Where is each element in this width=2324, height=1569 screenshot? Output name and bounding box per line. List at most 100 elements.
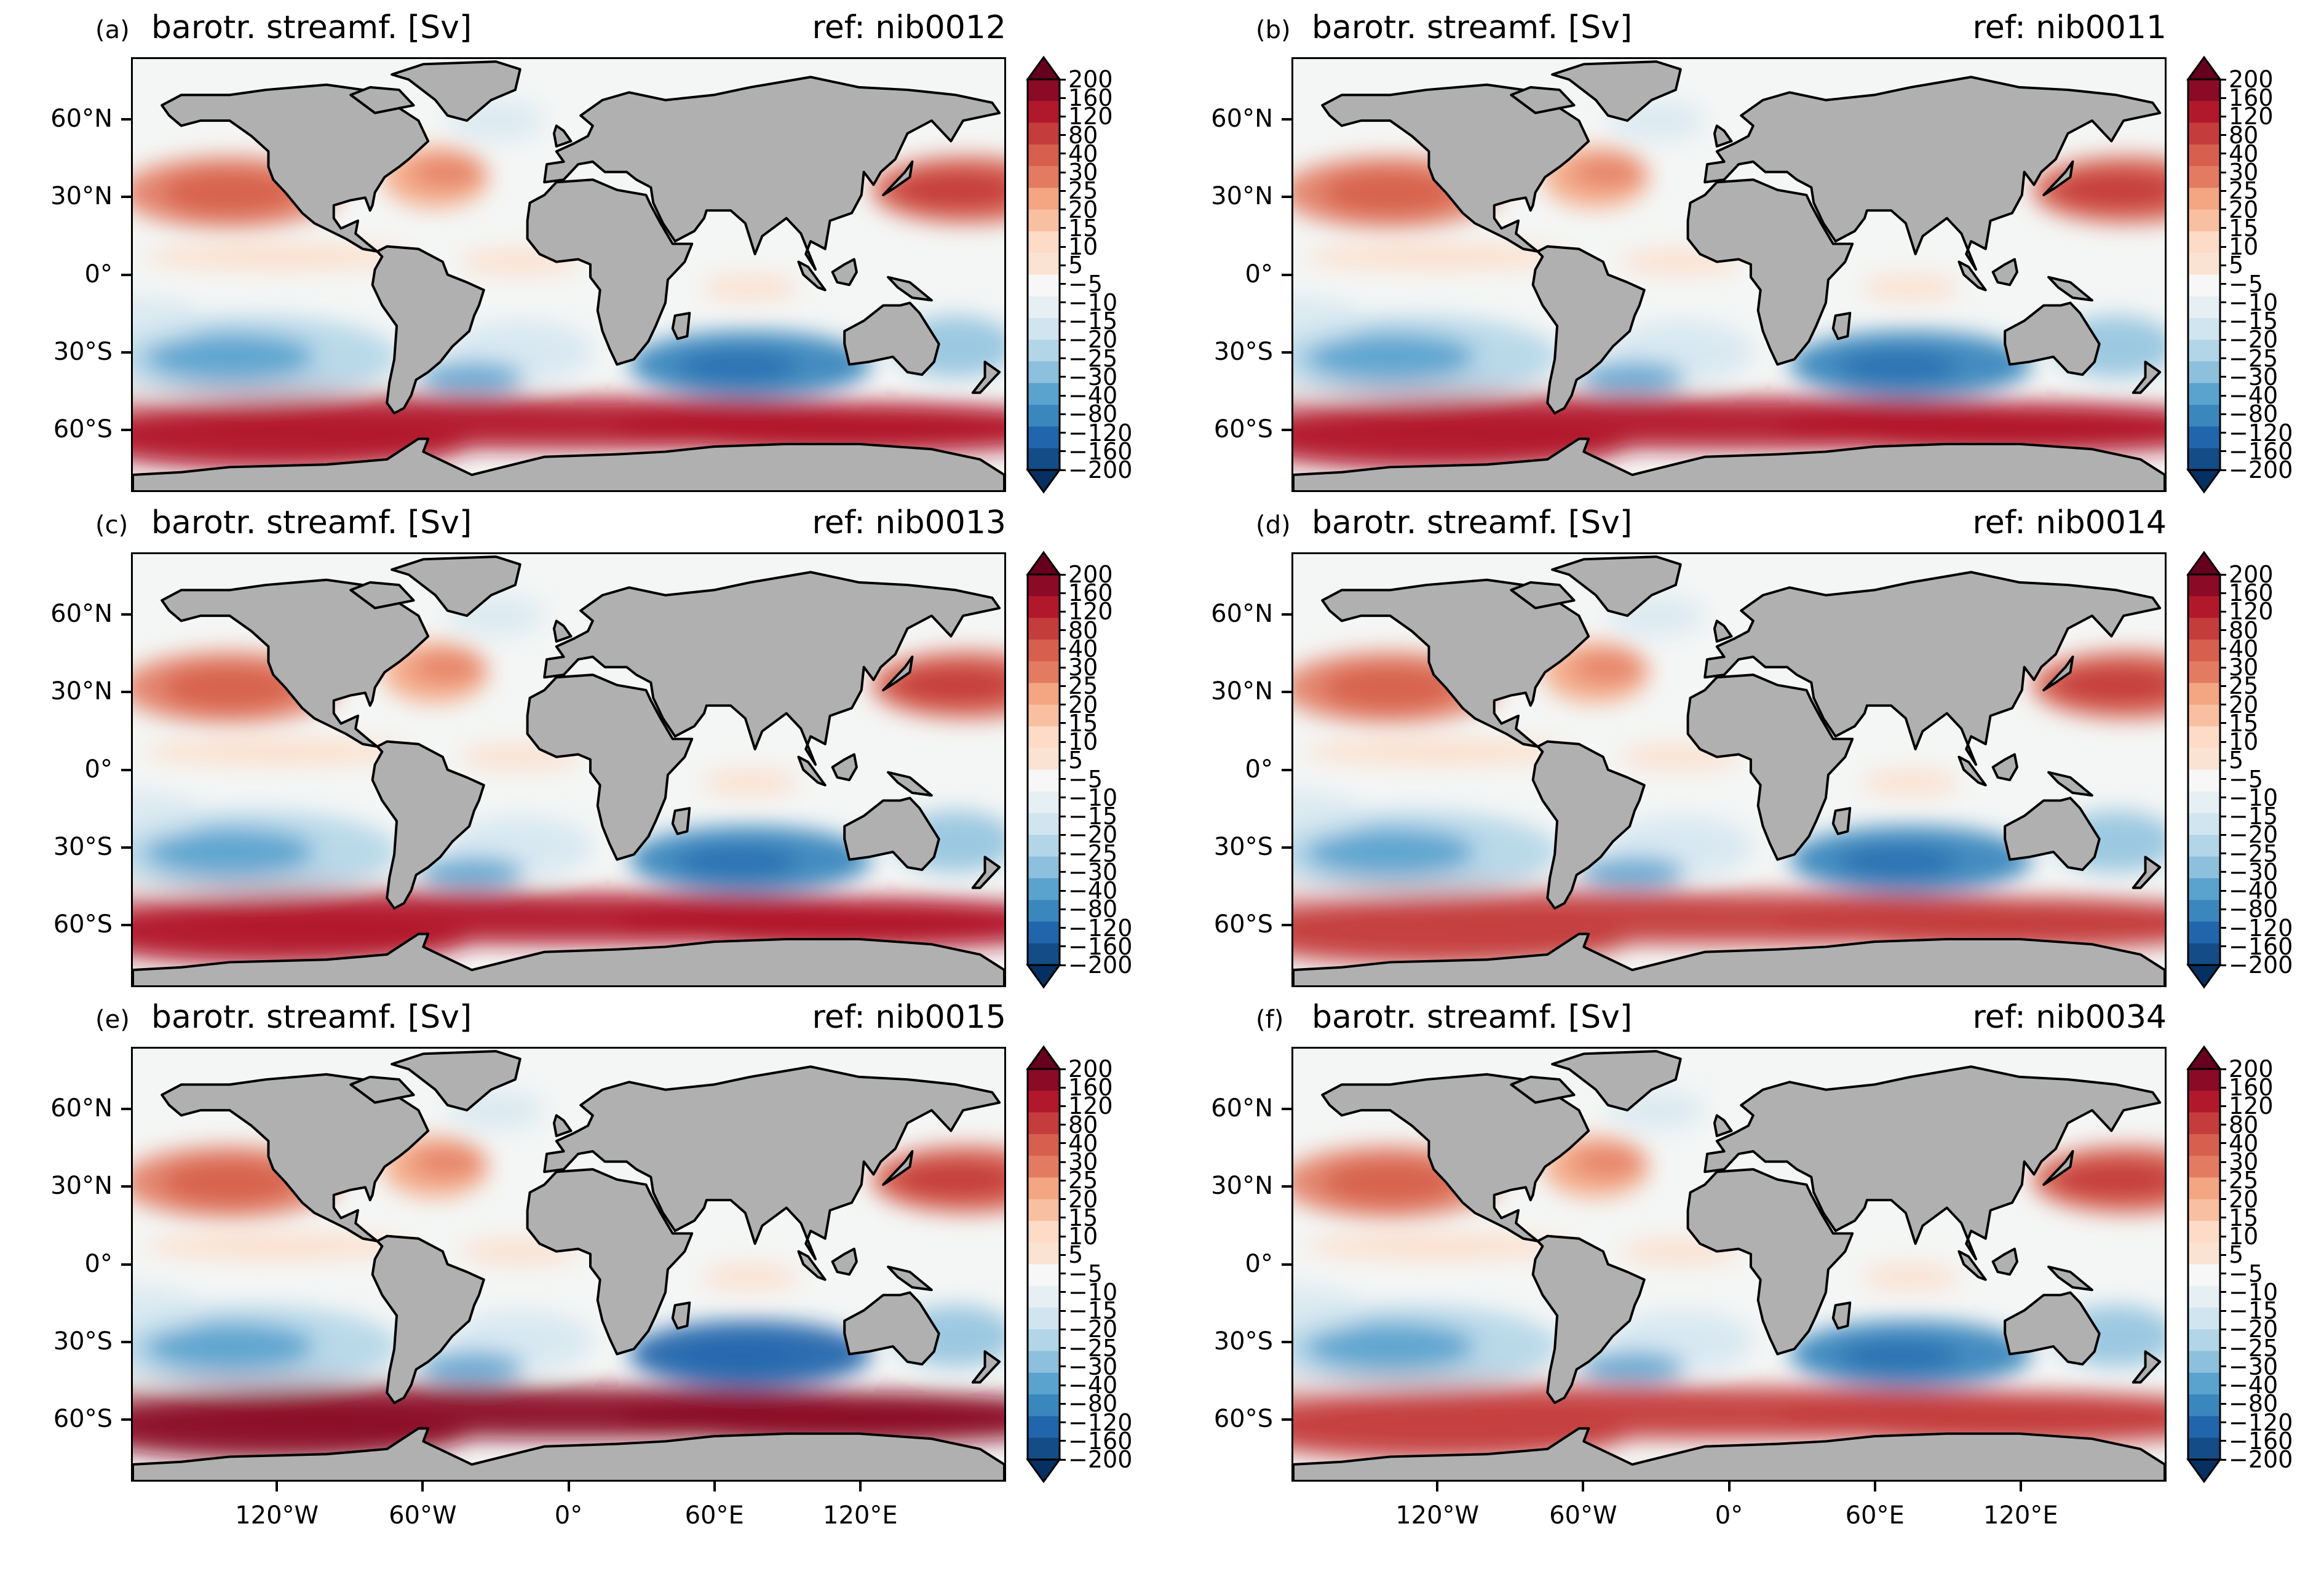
landmass: [526, 1168, 694, 1356]
colorbar-tick: [1060, 927, 1066, 929]
longitude-tick: [1436, 1482, 1439, 1492]
colorbar-tick: [1060, 1217, 1066, 1219]
latitude-label: 30°N: [1211, 677, 1273, 706]
colorbar-segment: [2188, 704, 2220, 727]
colorbar-segment: [1028, 1285, 1060, 1308]
colorbar-segment: [2188, 122, 2220, 145]
colorbar-tick-label: 10: [2229, 728, 2259, 756]
colorbar-tick: [2220, 115, 2226, 117]
landmass: [1293, 437, 2165, 490]
colorbar-tick-label: 120: [1068, 598, 1113, 626]
latitude-tick: [121, 273, 131, 276]
panel-reference: ref: nib0015: [812, 999, 1006, 1036]
streamfunction-field: [1293, 913, 1632, 965]
longitude-tick: [567, 1482, 570, 1492]
colorbar-tick: [2220, 1458, 2226, 1461]
colorbar-tick-label: −120: [1068, 1408, 1133, 1436]
colorbar-segment: [2188, 166, 2220, 188]
longitude-tick: [1727, 1482, 1731, 1492]
colorbar-tick: [1060, 871, 1066, 873]
colorbar-tick: [1060, 432, 1066, 434]
colorbar-segment: [1028, 748, 1060, 770]
colorbar-segment: [2188, 1308, 2220, 1330]
colorbar-tick-label: −5: [2229, 1260, 2264, 1287]
streamfunction-field: [1571, 651, 1644, 683]
colorbar-tick: [2220, 1347, 2226, 1349]
colorbar-tick-label: −160: [1068, 1427, 1133, 1455]
landmass: [1703, 571, 2162, 766]
latitude-label: 30°S: [53, 1327, 113, 1356]
colorbar-tick-label: 160: [1068, 84, 1113, 112]
colorbar-segment: [2188, 1134, 2220, 1156]
colorbar-tick-label: −200: [2229, 951, 2293, 979]
colorbar-tick-label: −160: [1068, 437, 1133, 465]
colorbar: [1026, 550, 1061, 989]
landmass: [543, 1065, 1001, 1261]
colorbar-segment: [1028, 209, 1060, 232]
latitude-label: 30°N: [1211, 1172, 1273, 1201]
landmass: [1831, 1301, 1852, 1330]
landmass: [1510, 581, 1576, 610]
colorbar-tick: [1060, 1309, 1066, 1312]
landmass: [797, 1250, 827, 1281]
streamfunction-field: [1305, 1233, 1572, 1260]
longitude-label: 120°E: [823, 1501, 898, 1530]
colorbar-tick-label: 10: [2229, 233, 2259, 261]
landmass: [2132, 856, 2162, 889]
colorbar-tick-label: −120: [1068, 419, 1133, 447]
landmass: [391, 60, 522, 122]
colorbar-tick: [1060, 908, 1066, 910]
latitude-tick: [121, 768, 131, 771]
colorbar-tick: [2220, 97, 2226, 99]
colorbar-segment: [2188, 1394, 2220, 1416]
colorbar-segment: [2188, 296, 2220, 319]
colorbar-tick-label: 20: [2229, 1185, 2259, 1213]
colorbar-tick-label: −200: [2229, 1446, 2293, 1473]
colorbar-tick-label: 20: [1068, 196, 1098, 223]
latitude-label: 30°N: [50, 182, 113, 211]
panel-reference: ref: nib0013: [812, 504, 1006, 541]
panel-letter: (e): [95, 1006, 130, 1034]
colorbar-segment: [2188, 878, 2220, 900]
colorbar-segment: [1028, 79, 1060, 101]
colorbar-tick: [1060, 1384, 1066, 1386]
colorbar: [2186, 1045, 2222, 1484]
colorbar-tick: [1060, 209, 1066, 211]
colorbar-tick: [1060, 264, 1066, 266]
latitude-label: 30°S: [53, 832, 113, 861]
colorbar-extend-min: [1026, 469, 1061, 494]
landmass: [797, 260, 827, 292]
colorbar-tick-label: 5: [2229, 1241, 2244, 1269]
colorbar-segment: [2188, 1351, 2220, 1373]
colorbar-segment: [2188, 900, 2220, 922]
colorbar-segment: [1028, 639, 1060, 662]
colorbar-tick-label: 10: [1068, 728, 1098, 756]
colorbar-segment: [2188, 835, 2220, 857]
colorbar-segment: [2188, 340, 2220, 362]
colorbar-segment: [2188, 574, 2220, 597]
colorbar-tick: [2220, 245, 2226, 248]
landmass: [2042, 655, 2074, 692]
streamfunction-field: [133, 1408, 472, 1460]
colorbar-tick: [1060, 338, 1066, 341]
landmass: [349, 1075, 415, 1104]
colorbar-tick: [2220, 209, 2226, 211]
colorbar-extend-max: [1026, 55, 1061, 81]
landmass: [887, 771, 933, 797]
streamfunction-map: [133, 59, 1004, 490]
colorbar-tick: [1060, 1328, 1066, 1330]
longitude-label: 0°: [1715, 1501, 1743, 1530]
landmass: [2042, 1150, 2074, 1186]
colorbar-tick-label: 80: [2229, 121, 2259, 149]
landmass: [1703, 76, 2162, 271]
colorbar-tick-label: 80: [1068, 616, 1098, 644]
streamfunction-field: [1305, 1323, 1475, 1370]
landmass: [1686, 673, 1854, 861]
colorbar-tick-label: 15: [1068, 214, 1098, 242]
latitude-tick: [1282, 846, 1291, 849]
colorbar-tick: [1060, 245, 1066, 248]
colorbar-tick-label: −25: [2229, 1334, 2278, 1362]
colorbar-tick: [1060, 945, 1066, 948]
colorbar-tick-label: −120: [2229, 914, 2293, 942]
colorbar-tick-label: −40: [1068, 877, 1118, 905]
